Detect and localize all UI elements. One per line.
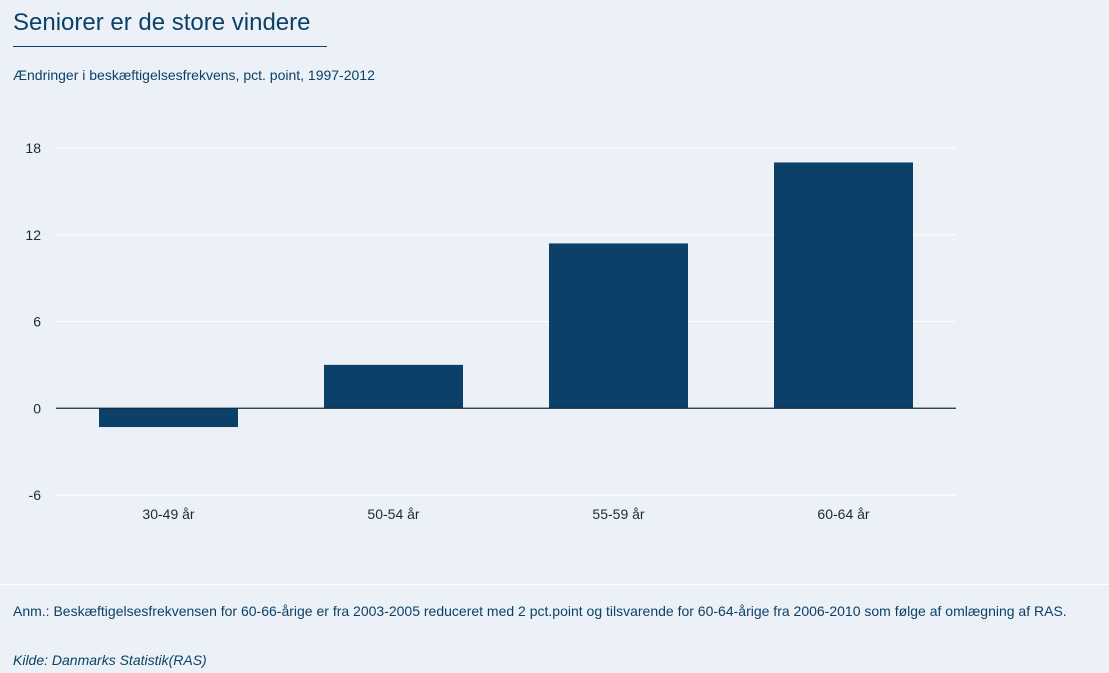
footnote: Anm.: Beskæftigelsesfrekvensen for 60-66…: [13, 603, 1067, 619]
chart-subtitle: Ændringer i beskæftigelsesfrekvens, pct.…: [13, 67, 375, 83]
x-tick-label: 55-59 år: [592, 506, 644, 522]
y-tick-label: 12: [25, 227, 41, 243]
source-note: Kilde: Danmarks Statistik(RAS): [13, 652, 207, 668]
y-tick-label: -6: [29, 487, 42, 503]
chart-title: Seniorer er de store vindere: [13, 9, 327, 47]
bar: [549, 243, 688, 409]
y-tick-label: 0: [33, 400, 41, 416]
bar: [774, 162, 913, 409]
bar: [324, 364, 463, 409]
chart-footer: Anm.: Beskæftigelsesfrekvensen for 60-66…: [0, 584, 1109, 673]
y-tick-label: 6: [33, 314, 41, 330]
x-tick-label: 50-54 år: [367, 506, 419, 522]
y-tick-label: 18: [25, 140, 41, 156]
x-tick-label: 30-49 år: [142, 506, 194, 522]
x-tick-label: 60-64 år: [817, 506, 869, 522]
bar-chart: 18 12 6 0 -6 30-49 år 50-54 år 55-59 år 60-64 år: [25, 140, 956, 522]
bar: [99, 408, 238, 428]
